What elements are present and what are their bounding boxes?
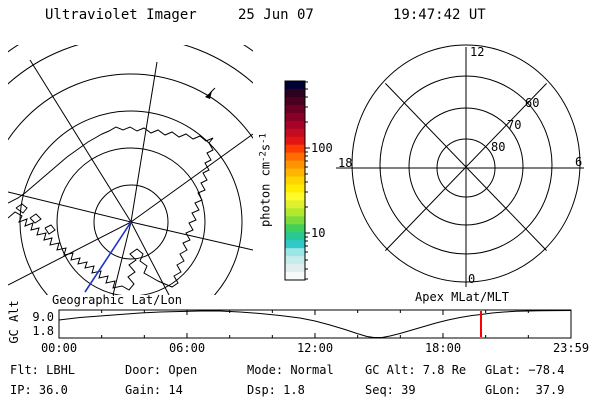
status-door: Door: Open bbox=[125, 363, 198, 377]
app-title: Ultraviolet Imager bbox=[45, 7, 197, 23]
colorbar-units-exp1: -2 bbox=[258, 151, 269, 162]
timeline-ylabel: GC Alt bbox=[7, 300, 21, 344]
status-gc-alt: GC Alt: 7.8 Re bbox=[365, 363, 467, 377]
geo-map bbox=[8, 45, 253, 295]
colorbar-units-label: photon cm-2s-1 bbox=[258, 133, 273, 227]
mlt-polar-grid bbox=[336, 44, 584, 287]
timeline-xtick-0600: 06:00 bbox=[168, 341, 206, 355]
mlt-hour-label-18: 18 bbox=[338, 156, 353, 170]
colorbar-tick-10: 10 bbox=[311, 226, 326, 240]
observation-time: 19:47:42 UT bbox=[393, 7, 486, 23]
colorbar-tick-100: 100 bbox=[311, 141, 333, 155]
status-seq: Seq: 39 bbox=[365, 383, 416, 397]
mlat-label-80: 80 bbox=[491, 140, 506, 154]
colorbar-units-exp2: -1 bbox=[258, 133, 269, 144]
status-glat: GLat: −78.4 bbox=[485, 363, 565, 377]
status-glon: GLon: 37.9 bbox=[485, 383, 565, 397]
mlt-hour-label-12: 12 bbox=[470, 45, 485, 59]
timeline-xtick-1200: 12:00 bbox=[296, 341, 334, 355]
timeline-xtick-2359: 23:59 bbox=[552, 341, 590, 355]
geo-map-title: Geographic Lat/Lon bbox=[51, 293, 183, 307]
status-gain: Gain: 14 bbox=[125, 383, 183, 397]
timeline-xtick-0000: 00:00 bbox=[40, 341, 78, 355]
colorbar-units-prefix: photon cm bbox=[258, 161, 273, 227]
timeline-xtick-1800: 18:00 bbox=[424, 341, 462, 355]
mlt-map-title: Apex MLat/MLT bbox=[415, 290, 509, 304]
status-ip: IP: 36.0 bbox=[10, 383, 68, 397]
status-flt: Flt: LBHL bbox=[10, 363, 76, 377]
mlt-hour-label-0: 0 bbox=[468, 272, 476, 286]
timeline-ytick-9-0: 9.0 bbox=[32, 310, 54, 324]
mlat-label-70: 70 bbox=[507, 118, 522, 132]
observation-date: 25 Jun 07 bbox=[238, 7, 314, 23]
timeline-ytick-1-8: 1.8 bbox=[32, 324, 54, 338]
status-mode: Mode: Normal bbox=[247, 363, 334, 377]
colorbar bbox=[284, 80, 310, 281]
status-dsp: Dsp: 1.8 bbox=[247, 383, 305, 397]
gc-alt-timeline bbox=[58, 309, 572, 339]
mlat-label-60: 60 bbox=[525, 96, 540, 110]
mlt-hour-label-6: 6 bbox=[575, 155, 583, 169]
